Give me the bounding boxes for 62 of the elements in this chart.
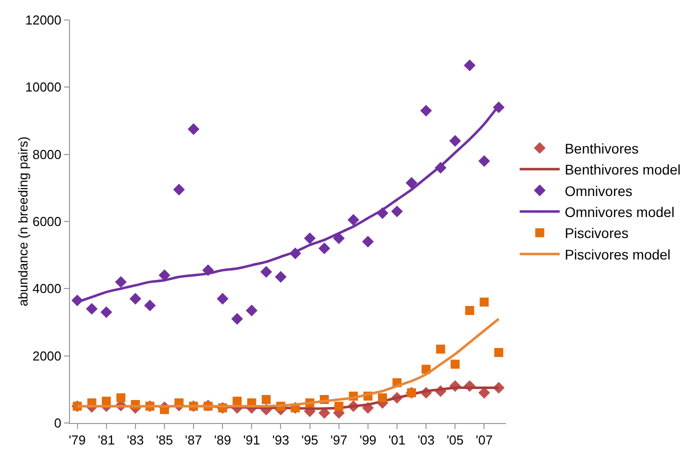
point	[450, 360, 460, 369]
point	[362, 236, 374, 248]
point	[406, 177, 418, 189]
point	[494, 348, 504, 357]
y-tick-label: 12000	[25, 12, 62, 28]
point	[115, 276, 127, 288]
x-tick-label: '03	[418, 432, 435, 448]
point	[130, 292, 142, 305]
point	[188, 123, 200, 135]
point	[274, 271, 287, 283]
point	[246, 304, 258, 316]
point	[231, 313, 243, 325]
legend-label: Benthivores model	[564, 162, 681, 178]
x-tick-label: '01	[388, 432, 406, 448]
point	[334, 402, 344, 411]
point	[100, 306, 112, 318]
point	[449, 135, 461, 147]
point	[232, 396, 242, 406]
x-tick-label: '85	[156, 432, 173, 448]
x-tick-label: '99	[359, 432, 376, 448]
x-tick-label: '79	[68, 432, 86, 448]
point	[262, 394, 271, 404]
y-tick-label: 4000	[32, 281, 62, 296]
x-tick-label: '83	[126, 432, 144, 448]
point	[465, 306, 474, 315]
point	[348, 214, 360, 226]
y-axis-title: abundance (n breeding pairs)	[15, 136, 30, 306]
x-tick-label: '93	[272, 432, 290, 448]
point	[480, 298, 489, 307]
point	[304, 232, 316, 244]
point	[420, 104, 432, 117]
y-tick-label: 10000	[25, 80, 62, 95]
point	[391, 206, 403, 218]
x-tick-label: '05	[446, 432, 464, 448]
point	[144, 300, 156, 312]
point	[260, 266, 272, 278]
point	[378, 393, 387, 402]
legend-label: Benthivores	[564, 140, 639, 156]
point	[86, 302, 98, 315]
legend-label: Omnivores	[564, 182, 632, 199]
y-tick-label: 6000	[32, 214, 62, 230]
y-tick-label: 2000	[32, 348, 62, 364]
x-tick-label: '97	[330, 432, 348, 448]
point	[436, 344, 446, 354]
point	[464, 59, 476, 72]
y-tick-label: 0	[54, 416, 62, 431]
x-tick-label: '87	[185, 432, 202, 448]
point	[116, 393, 126, 402]
legend-label: Piscivores model	[564, 246, 671, 262]
x-tick-label: '81	[98, 432, 115, 448]
y-tick-label: 8000	[32, 146, 62, 162]
x-tick-label: '95	[301, 432, 318, 448]
point	[478, 155, 490, 167]
x-tick-label: '89	[214, 432, 232, 448]
x-tick-label: '91	[243, 432, 260, 448]
point	[173, 184, 185, 196]
point	[216, 292, 228, 305]
point	[318, 242, 330, 254]
legend-label: Omnivores model	[564, 204, 674, 220]
legend-label: Piscivores	[564, 225, 629, 242]
point	[102, 396, 111, 406]
x-tick-label: '07	[476, 432, 493, 448]
